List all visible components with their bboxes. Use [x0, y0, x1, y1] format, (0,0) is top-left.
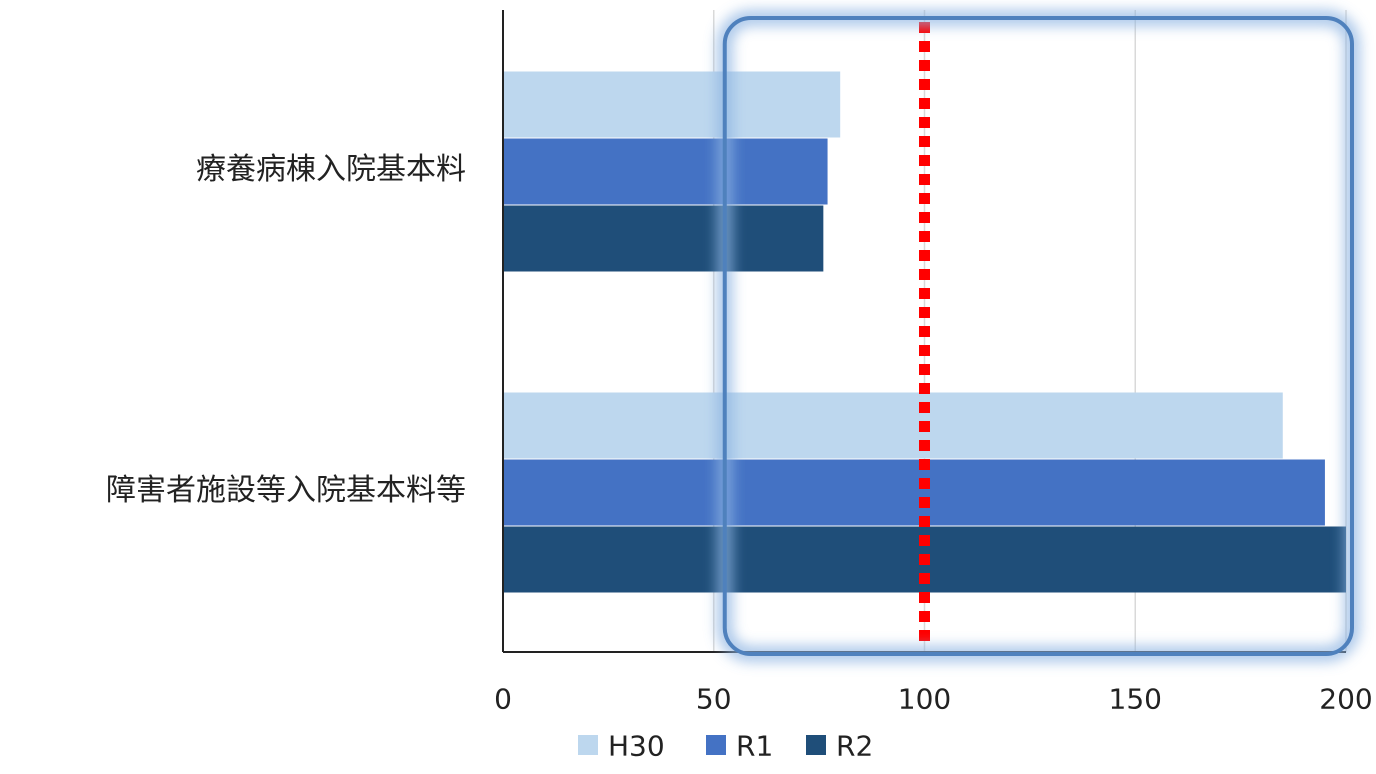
bar-r1-0	[503, 138, 828, 205]
x-tick-label: 0	[494, 683, 512, 716]
bar-r1-1	[503, 459, 1325, 526]
bar-r2-0	[503, 205, 824, 272]
x-tick-label: 50	[696, 683, 732, 716]
category-label: 障害者施設等入院基本料等	[106, 473, 466, 508]
x-tick-label: 100	[898, 683, 951, 716]
x-tick-labels: 0 50 100 150 200	[494, 683, 1373, 716]
legend-swatch-r1	[706, 735, 726, 755]
highlight-box	[722, 16, 1354, 656]
x-tick-label: 150	[1109, 683, 1162, 716]
bar-h30-1	[503, 392, 1283, 459]
legend-label: R1	[736, 730, 773, 763]
category-label: 療養病棟入院基本料	[196, 152, 466, 187]
bar-h30-0	[503, 71, 841, 138]
legend-label: R2	[836, 730, 873, 763]
legend-swatch-r2	[806, 735, 826, 755]
bars	[503, 71, 1346, 593]
legend: H30 R1 R2	[578, 730, 873, 763]
legend-swatch-h30	[578, 735, 598, 755]
highlight-box-group	[717, 11, 1359, 661]
x-tick-label: 200	[1319, 683, 1372, 716]
legend-label: H30	[608, 730, 665, 763]
